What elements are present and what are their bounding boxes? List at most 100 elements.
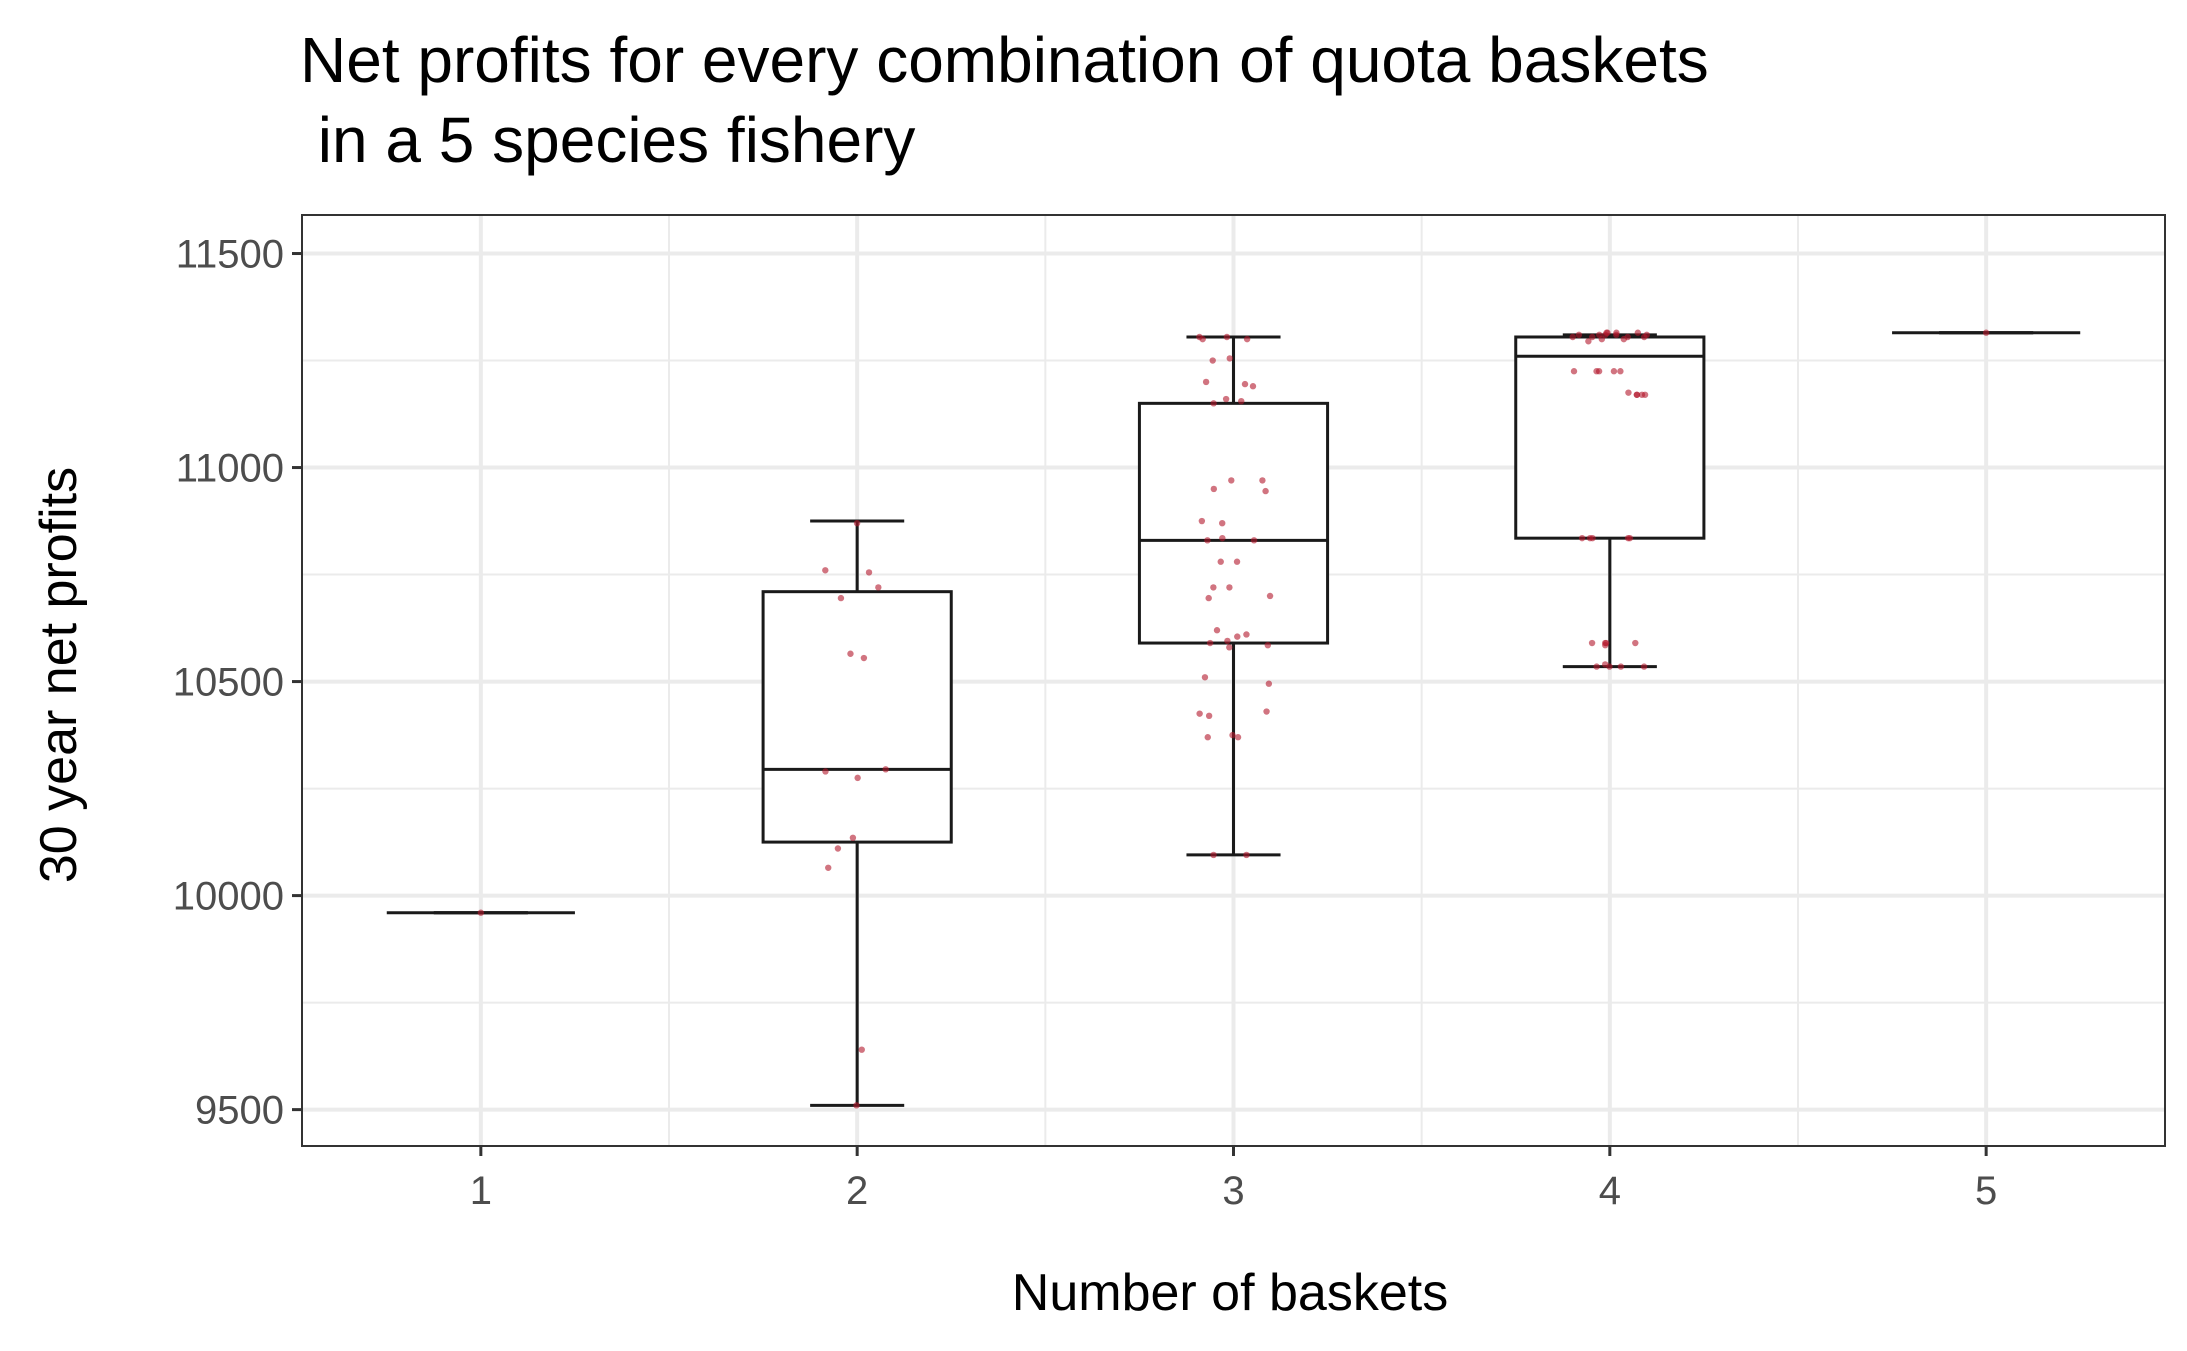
data-point — [1595, 368, 1603, 375]
data-point — [477, 909, 485, 916]
data-point — [1205, 594, 1212, 602]
data-point — [822, 567, 829, 574]
data-point — [1238, 398, 1245, 405]
data-point — [1982, 329, 1990, 336]
axes: 9500 10000 10500 11000 11500 1 2 3 4 5 — [173, 233, 1998, 1213]
data-point — [1617, 663, 1625, 670]
y-tick-label: 9500 — [195, 1089, 284, 1133]
data-point — [1229, 731, 1236, 739]
y-tick-label: 10500 — [173, 661, 284, 705]
data-point — [1219, 534, 1226, 542]
x-axis-title: Number of baskets — [1012, 1264, 1448, 1322]
data-point — [1593, 663, 1600, 670]
data-point — [1589, 333, 1596, 341]
data-point — [1209, 357, 1216, 364]
data-point — [1217, 558, 1224, 565]
data-point — [822, 768, 829, 775]
box-iqr — [761, 590, 953, 844]
box-iqr — [1514, 335, 1706, 540]
data-point — [1223, 333, 1231, 341]
box-iqr — [1137, 401, 1330, 645]
y-tick-label: 11000 — [176, 447, 284, 491]
data-point — [1588, 639, 1596, 647]
data-point — [1241, 380, 1249, 388]
data-point — [849, 834, 857, 842]
data-point — [1624, 333, 1631, 341]
data-point — [1578, 534, 1586, 542]
chart-title-line-1: Net profits for every combination of quo… — [300, 24, 1709, 96]
data-point — [1250, 537, 1258, 544]
data-point — [1196, 710, 1203, 717]
data-point — [1205, 712, 1213, 720]
data-point — [1638, 391, 1646, 398]
data-point — [1206, 639, 1214, 647]
data-point — [882, 766, 889, 773]
data-point — [854, 774, 861, 782]
data-point — [1228, 477, 1235, 484]
data-point — [860, 654, 868, 662]
data-point — [1196, 333, 1203, 341]
jittered-points — [477, 329, 1990, 1109]
x-tick-label: 1 — [470, 1169, 492, 1213]
x-tick-label: 5 — [1975, 1169, 1997, 1213]
x-tick-label: 2 — [846, 1169, 868, 1213]
data-point — [1201, 674, 1209, 681]
x-tick-label: 4 — [1599, 1169, 1621, 1213]
data-point — [834, 845, 842, 852]
data-point — [1219, 519, 1226, 527]
data-point — [1234, 633, 1241, 640]
data-point — [1602, 641, 1609, 649]
data-point — [1589, 534, 1596, 542]
data-point — [1634, 329, 1642, 336]
data-point — [865, 569, 873, 576]
data-point — [1210, 851, 1217, 859]
data-point — [1632, 639, 1639, 647]
data-point — [853, 519, 861, 527]
data-point — [1210, 584, 1217, 591]
data-point — [1604, 329, 1611, 336]
data-point — [1222, 395, 1230, 403]
data-point — [1198, 517, 1206, 525]
data-point — [1266, 592, 1274, 600]
x-tick-label: 3 — [1222, 1169, 1244, 1213]
data-point — [825, 864, 832, 871]
data-point — [1633, 391, 1641, 398]
data-point — [1606, 663, 1613, 670]
boxes — [386, 331, 2081, 1107]
data-point — [1210, 400, 1217, 407]
data-point — [858, 1046, 865, 1053]
data-point — [1585, 338, 1592, 345]
data-point — [1213, 627, 1221, 634]
data-point — [1262, 487, 1269, 495]
box-group-4 — [1514, 333, 1706, 669]
data-point — [1570, 368, 1578, 375]
data-point — [1264, 641, 1271, 649]
data-point — [847, 650, 854, 657]
data-point — [1569, 333, 1576, 341]
box-group-3 — [1137, 335, 1330, 857]
data-point — [1204, 734, 1211, 741]
data-point — [1243, 631, 1250, 638]
y-tick-label: 10000 — [173, 875, 284, 919]
box-group-2 — [761, 519, 953, 1107]
data-point — [1625, 389, 1632, 396]
data-point — [1613, 329, 1620, 336]
y-tick-label: 11500 — [176, 233, 284, 277]
data-point — [1226, 644, 1233, 651]
data-point — [875, 584, 882, 591]
data-point — [1202, 378, 1210, 386]
data-point — [1226, 355, 1233, 362]
data-point — [1265, 680, 1273, 687]
data-point — [1249, 383, 1257, 390]
data-point — [1643, 331, 1650, 339]
chart-title-line-2: in a 5 species fishery — [300, 104, 915, 176]
data-point — [1259, 477, 1266, 484]
data-point — [1226, 584, 1233, 591]
data-point — [1234, 734, 1242, 741]
data-point — [1596, 331, 1603, 339]
data-point — [837, 594, 845, 602]
data-point — [1224, 637, 1231, 645]
data-point — [1263, 708, 1270, 715]
data-point — [853, 1102, 860, 1109]
